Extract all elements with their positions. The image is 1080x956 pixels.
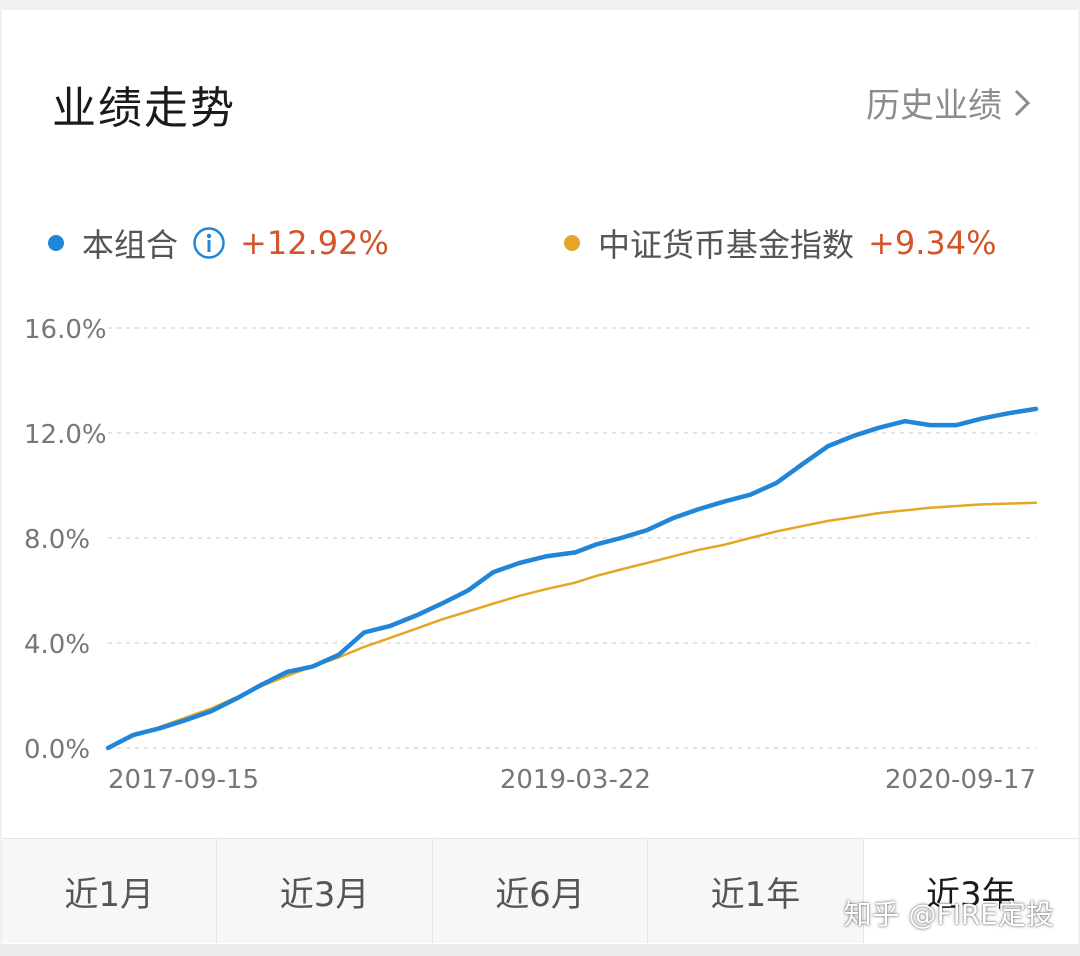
history-performance-label: 历史业绩	[866, 86, 1002, 126]
watermark: 知乎 @FIRE定投	[843, 898, 1054, 931]
legend-portfolio-value: +12.92%	[240, 224, 389, 262]
info-icon[interactable]	[192, 226, 226, 260]
legend-portfolio-name: 本组合	[82, 226, 179, 264]
x-tick-label: 2017-09-15	[108, 765, 259, 795]
tab-3-months[interactable]: 近3月	[217, 839, 433, 943]
legend-portfolio: 本组合 +12.92%	[48, 220, 389, 266]
y-tick-label: 4.0%	[24, 630, 90, 660]
history-performance-link[interactable]: 历史业绩	[866, 78, 1036, 127]
x-tick-label: 2020-09-17	[885, 765, 1036, 795]
tab-6-months[interactable]: 近6月	[433, 839, 649, 943]
performance-line-chart: 0.0% 4.0% 8.0% 12.0% 16.0% 2017-09-15 2019-03-…	[24, 315, 1039, 795]
legend-index-value: +9.34%	[868, 224, 997, 262]
legend-dot-portfolio	[48, 235, 64, 251]
section-title: 业绩走势	[52, 83, 236, 134]
tab-1-year[interactable]: 近1年	[648, 839, 864, 943]
y-tick-label: 8.0%	[24, 525, 90, 555]
tab-1-month[interactable]: 近1月	[2, 839, 218, 943]
bottom-strip	[0, 944, 1080, 956]
series-line-portfolio	[105, 406, 1039, 751]
legend-index-name: 中证货币基金指数	[598, 226, 855, 264]
performance-card: 业绩走势 历史业绩 本组合 +12.92% 中证货币基金指数 +9.34%	[2, 10, 1078, 956]
y-tick-label: 16.0%	[24, 315, 107, 345]
legend-dot-index	[564, 235, 580, 251]
y-tick-label: 0.0%	[24, 735, 90, 765]
y-tick-label: 12.0%	[24, 420, 107, 450]
chart-legend: 本组合 +12.92% 中证货币基金指数 +9.34%	[2, 220, 1078, 270]
legend-index: 中证货币基金指数 +9.34%	[564, 220, 996, 266]
chevron-right-icon	[1014, 89, 1031, 116]
time-range-tabs: 近1月 近3月 近6月 近1年 近3年	[2, 838, 1079, 943]
series-line-index	[106, 501, 1038, 750]
tab-3-years[interactable]: 近3年	[863, 839, 1079, 943]
x-tick-label: 2019-03-22	[500, 765, 651, 795]
